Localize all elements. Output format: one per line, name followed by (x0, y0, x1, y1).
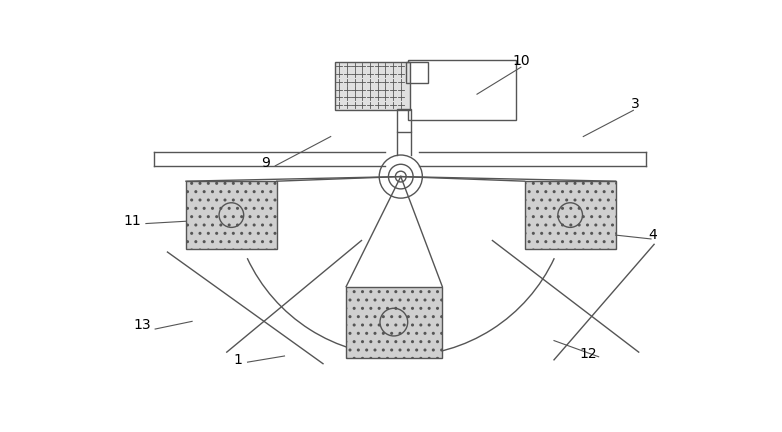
Text: 12: 12 (579, 346, 597, 361)
Bar (525, 181, 615, 249)
Text: 1: 1 (234, 353, 242, 367)
Bar (346, 287, 443, 358)
Text: 10: 10 (513, 54, 530, 68)
Bar (186, 181, 277, 249)
Text: 3: 3 (630, 97, 639, 111)
Bar (397, 109, 411, 132)
Text: 11: 11 (124, 214, 141, 228)
Bar (335, 62, 410, 110)
Text: 4: 4 (648, 228, 657, 242)
Text: 13: 13 (133, 318, 151, 332)
Bar (407, 60, 515, 120)
Text: 9: 9 (261, 156, 270, 171)
Bar (406, 62, 428, 83)
